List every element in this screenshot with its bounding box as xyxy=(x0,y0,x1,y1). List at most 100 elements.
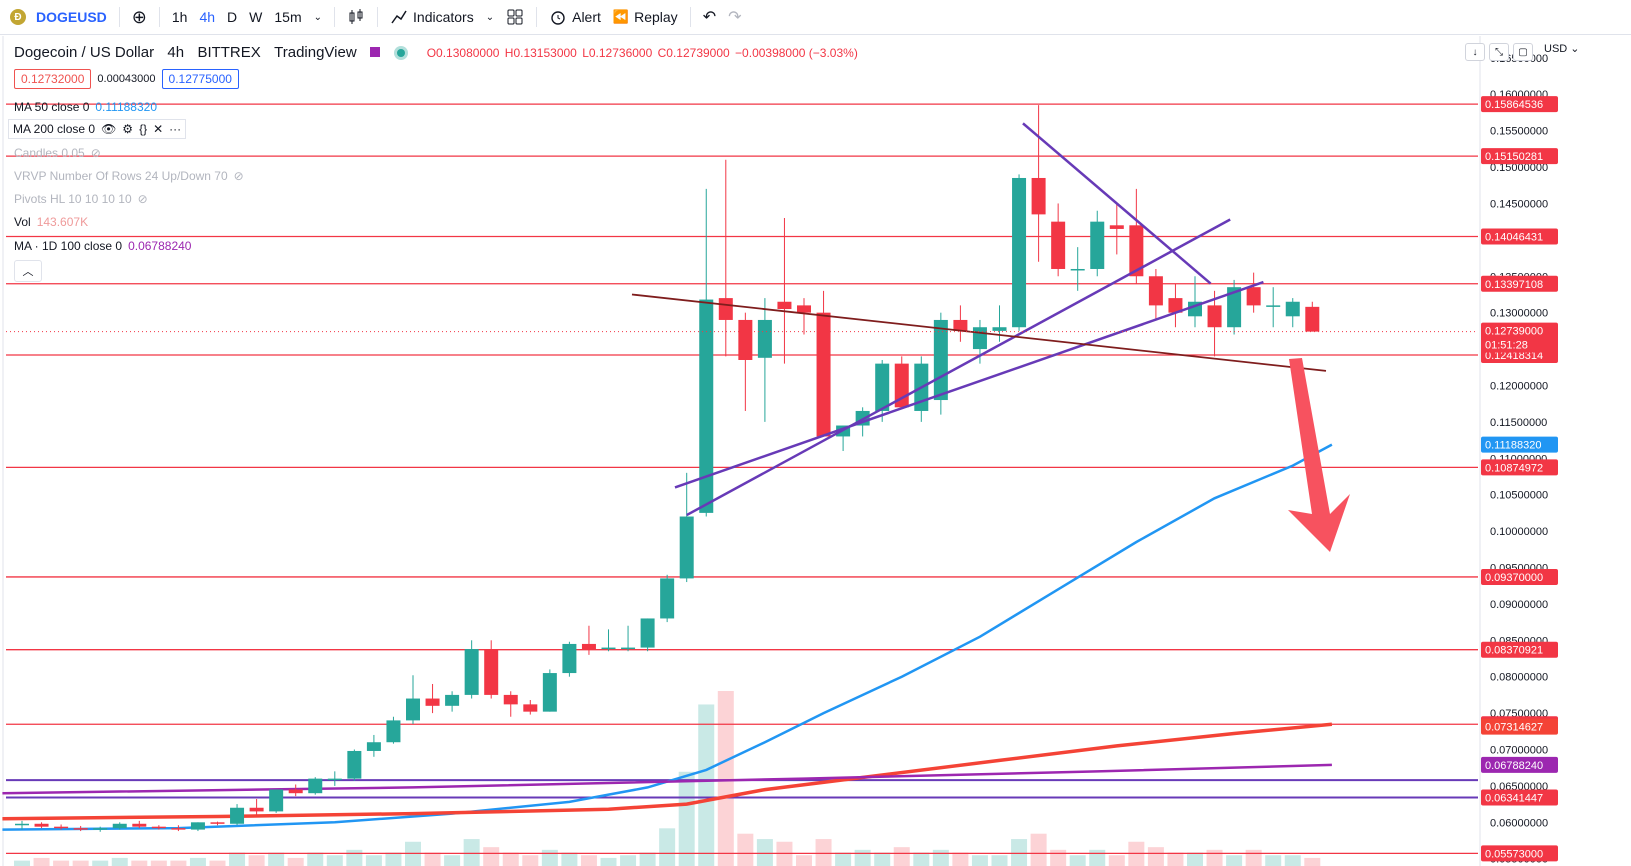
descending-resistance-line[interactable] xyxy=(631,293,1327,372)
price-chart[interactable]: 0.165000000.160000000.155000000.15000000… xyxy=(0,36,1631,866)
candle-down xyxy=(34,823,49,827)
price-tick-label: 0.08000000 xyxy=(1490,672,1548,684)
replay-label: Replay xyxy=(634,9,678,25)
volume-bar xyxy=(991,855,1008,866)
eye-hidden-icon[interactable]: ⊘ xyxy=(90,146,101,160)
volume-legend[interactable]: Vol 143.607K xyxy=(14,215,88,229)
ma50-legend[interactable]: MA 50 close 0 0.11188320 xyxy=(14,100,157,114)
volume-bar xyxy=(1108,855,1125,866)
eye-hidden-icon[interactable]: ⊘ xyxy=(233,169,244,183)
volume-bar xyxy=(131,860,148,866)
alert-button[interactable]: Alert xyxy=(543,0,607,34)
compress-icon[interactable]: ⤡ xyxy=(1489,43,1509,61)
volume-bar xyxy=(717,691,734,866)
rewind-icon: ⏪ xyxy=(612,9,630,24)
ma50-label: MA 50 close 0 xyxy=(14,100,90,114)
price-tick-label: 0.11500000 xyxy=(1490,417,1547,429)
gear-icon[interactable]: ⚙ xyxy=(122,122,134,136)
close-icon[interactable]: ✕ xyxy=(153,122,164,136)
candle-up xyxy=(112,823,127,829)
candle-up xyxy=(660,578,675,619)
interval-4h[interactable]: 4h xyxy=(199,9,216,25)
pivots-legend[interactable]: Pivots HL 10 10 10 10 ⊘ xyxy=(14,192,148,206)
source-code-icon[interactable]: {} xyxy=(139,122,148,136)
top-toolbar: Đ DOGEUSD ⊕ 1h 4h D W 15m ⌄ Indicators ⌄… xyxy=(0,0,1631,35)
down-arrow-annotation[interactable] xyxy=(1288,358,1350,552)
candle-up xyxy=(1090,221,1105,269)
interval-d[interactable]: D xyxy=(227,9,238,25)
divider xyxy=(377,7,379,27)
chevron-up-icon: ︿ xyxy=(22,266,34,278)
candles-style-icon[interactable] xyxy=(341,0,371,34)
volume-bar xyxy=(72,860,89,866)
candle-up xyxy=(386,720,401,743)
compare-symbol-button[interactable]: ⊕ xyxy=(131,6,147,27)
divider xyxy=(118,7,120,27)
indicators-button[interactable]: Indicators xyxy=(384,0,480,34)
candle-up xyxy=(757,319,772,358)
candle-down xyxy=(484,649,499,695)
candle-down xyxy=(718,298,733,320)
more-options-icon[interactable]: ··· xyxy=(169,122,182,136)
candle-up xyxy=(699,299,714,513)
candle-up xyxy=(308,778,323,794)
level-price-tag-background xyxy=(1481,228,1558,245)
volume-bar xyxy=(854,849,871,866)
price-tick-label: 0.14500000 xyxy=(1490,198,1548,210)
arrow-down-icon[interactable]: ↓ xyxy=(1465,43,1485,61)
ascending-trendline[interactable] xyxy=(674,280,1264,489)
indicator-price-tag-background xyxy=(1481,436,1558,453)
eye-hidden-icon[interactable]: ⊘ xyxy=(137,192,148,206)
level-price-tag-background xyxy=(1481,148,1558,165)
chevron-down-icon[interactable]: ⌄ xyxy=(485,11,495,23)
undo-icon[interactable]: ↶ xyxy=(702,9,717,26)
maximize-icon[interactable]: ▢ xyxy=(1513,43,1533,61)
buy-price-button[interactable]: 0.12775000 xyxy=(161,69,239,89)
volume-bar xyxy=(659,828,676,866)
volume-bar xyxy=(1011,839,1028,866)
candle-down xyxy=(1246,287,1261,306)
price-tick-label: 0.13000000 xyxy=(1490,308,1548,320)
interval-15m[interactable]: 15m xyxy=(274,9,302,25)
volume-bar xyxy=(874,852,891,866)
eye-icon[interactable]: 👁 xyxy=(101,122,117,136)
candle-down xyxy=(425,698,440,706)
volume-bar xyxy=(580,855,597,866)
chart-area[interactable]: 0.165000000.160000000.155000000.15000000… xyxy=(0,36,1631,866)
ascending-trendline-steep[interactable] xyxy=(686,218,1231,517)
descending-trendline[interactable] xyxy=(1022,122,1212,285)
redo-icon[interactable]: ↷ xyxy=(728,9,742,26)
layout-grid-icon[interactable] xyxy=(500,0,530,34)
interval-1h[interactable]: 1h xyxy=(171,9,188,25)
open-value: O0.13080000 xyxy=(426,46,500,60)
sell-price-button[interactable]: 0.12732000 xyxy=(14,69,92,89)
interval-w[interactable]: W xyxy=(249,9,263,25)
indicator-price-tag: 0.06788240 xyxy=(1485,760,1543,772)
candle-up xyxy=(621,647,636,650)
symbol-search-button[interactable]: DOGEUSD xyxy=(36,9,107,25)
volume-bar xyxy=(1089,849,1106,866)
flag-icon[interactable] xyxy=(370,47,381,57)
ma50-value: 0.11188320 xyxy=(95,100,157,114)
ma50-line xyxy=(2,443,1333,831)
chevron-down-icon[interactable]: ⌄ xyxy=(313,11,323,23)
current-price-tag-background xyxy=(1481,322,1558,353)
volume-bar xyxy=(541,849,558,866)
ma1d-legend[interactable]: MA · 1D 100 close 0 0.06788240 xyxy=(14,239,191,253)
price-tick-label: 0.06000000 xyxy=(1490,817,1548,829)
level-price-tag: 0.05573000 xyxy=(1485,848,1543,860)
volume-bar xyxy=(444,855,461,866)
level-price-tag: 0.15150281 xyxy=(1485,151,1543,163)
volume-bar xyxy=(1187,852,1203,866)
vrvp-legend[interactable]: VRVP Number Of Rows 24 Up/Down 70 ⊘ xyxy=(14,169,244,183)
candle-up xyxy=(562,643,577,674)
candle-up xyxy=(1266,305,1281,307)
replay-button[interactable]: ⏪ Replay xyxy=(607,0,684,34)
ma200-legend[interactable]: MA 200 close 0 👁 ⚙ {} ✕ ··· xyxy=(8,119,187,139)
currency-selector[interactable]: USD ⌄ xyxy=(1544,43,1580,55)
candle-up xyxy=(347,750,362,779)
collapse-legend-button[interactable]: ︿ xyxy=(14,260,42,282)
candles-legend[interactable]: Candles 0.05 ⊘ xyxy=(14,146,101,160)
candle-up xyxy=(1227,287,1242,328)
pivots-label: Pivots HL 10 10 10 10 xyxy=(14,192,132,206)
